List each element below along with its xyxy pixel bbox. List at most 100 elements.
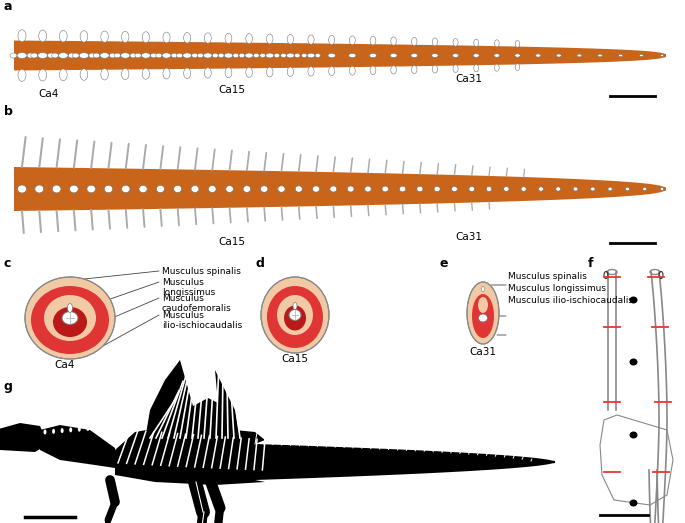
Ellipse shape xyxy=(121,53,130,58)
Ellipse shape xyxy=(399,186,406,192)
Ellipse shape xyxy=(17,52,27,59)
Polygon shape xyxy=(115,425,265,485)
Ellipse shape xyxy=(122,185,130,192)
Ellipse shape xyxy=(174,186,182,192)
Ellipse shape xyxy=(62,312,78,324)
Ellipse shape xyxy=(25,277,115,359)
Ellipse shape xyxy=(184,32,190,43)
Ellipse shape xyxy=(590,187,595,191)
Ellipse shape xyxy=(295,186,302,192)
Text: d: d xyxy=(256,257,265,270)
Ellipse shape xyxy=(35,185,44,193)
Ellipse shape xyxy=(101,69,108,80)
Ellipse shape xyxy=(27,53,34,58)
Ellipse shape xyxy=(151,53,157,58)
Ellipse shape xyxy=(233,53,239,58)
Ellipse shape xyxy=(38,52,47,59)
Ellipse shape xyxy=(18,185,27,193)
Ellipse shape xyxy=(121,69,129,79)
Ellipse shape xyxy=(142,32,149,43)
Ellipse shape xyxy=(38,69,47,81)
Ellipse shape xyxy=(142,69,149,79)
Ellipse shape xyxy=(453,65,458,73)
Text: Musculus spinalis: Musculus spinalis xyxy=(508,272,587,281)
Ellipse shape xyxy=(469,187,475,191)
Ellipse shape xyxy=(243,186,251,192)
Ellipse shape xyxy=(246,33,252,43)
Ellipse shape xyxy=(177,53,183,58)
Text: Ca4: Ca4 xyxy=(38,89,58,99)
Ellipse shape xyxy=(162,53,171,58)
Text: b: b xyxy=(4,105,13,118)
Ellipse shape xyxy=(453,39,458,46)
Ellipse shape xyxy=(416,186,423,192)
Text: Ca31: Ca31 xyxy=(469,347,496,357)
Ellipse shape xyxy=(245,53,253,58)
Ellipse shape xyxy=(472,294,494,338)
Polygon shape xyxy=(14,167,666,211)
Ellipse shape xyxy=(260,53,266,58)
Ellipse shape xyxy=(155,53,162,58)
Ellipse shape xyxy=(660,187,664,190)
Text: e: e xyxy=(440,257,449,270)
Ellipse shape xyxy=(349,36,356,45)
Ellipse shape xyxy=(53,307,87,337)
Polygon shape xyxy=(255,444,555,480)
Ellipse shape xyxy=(141,53,151,58)
Ellipse shape xyxy=(494,54,500,57)
Ellipse shape xyxy=(329,36,335,44)
Ellipse shape xyxy=(114,53,121,58)
Ellipse shape xyxy=(163,32,170,43)
Ellipse shape xyxy=(312,186,320,192)
Ellipse shape xyxy=(515,40,520,47)
Ellipse shape xyxy=(101,31,108,42)
Ellipse shape xyxy=(295,53,300,58)
Ellipse shape xyxy=(18,30,26,42)
Ellipse shape xyxy=(47,53,55,58)
Ellipse shape xyxy=(226,186,234,192)
Text: Musculus spinalis: Musculus spinalis xyxy=(162,267,241,276)
Ellipse shape xyxy=(349,53,356,58)
Ellipse shape xyxy=(479,314,488,322)
Ellipse shape xyxy=(514,54,521,57)
Ellipse shape xyxy=(253,53,259,58)
Ellipse shape xyxy=(58,53,68,59)
Polygon shape xyxy=(40,425,115,468)
Ellipse shape xyxy=(630,431,638,438)
Text: Musculus
caudofemoralis: Musculus caudofemoralis xyxy=(162,294,232,313)
Ellipse shape xyxy=(224,53,233,58)
Ellipse shape xyxy=(68,303,73,313)
Ellipse shape xyxy=(10,53,17,58)
Ellipse shape xyxy=(261,277,329,353)
Ellipse shape xyxy=(486,187,492,191)
Ellipse shape xyxy=(307,53,315,58)
Ellipse shape xyxy=(478,297,488,313)
Ellipse shape xyxy=(80,69,88,81)
Ellipse shape xyxy=(370,37,376,45)
Ellipse shape xyxy=(536,54,541,57)
Ellipse shape xyxy=(104,185,113,193)
Ellipse shape xyxy=(103,425,106,429)
Ellipse shape xyxy=(60,30,67,42)
Text: c: c xyxy=(4,257,12,270)
Ellipse shape xyxy=(79,53,89,59)
Ellipse shape xyxy=(330,186,337,192)
Ellipse shape xyxy=(329,66,335,76)
Ellipse shape xyxy=(44,429,47,435)
Ellipse shape xyxy=(110,53,116,58)
Text: g: g xyxy=(4,380,13,393)
Ellipse shape xyxy=(225,33,232,43)
Ellipse shape xyxy=(61,428,64,433)
Ellipse shape xyxy=(260,186,268,192)
Ellipse shape xyxy=(52,429,55,434)
Ellipse shape xyxy=(452,53,459,58)
Ellipse shape xyxy=(73,53,79,58)
Ellipse shape xyxy=(630,358,638,366)
Ellipse shape xyxy=(573,187,578,191)
Text: f: f xyxy=(588,257,593,270)
Ellipse shape xyxy=(192,53,198,58)
Ellipse shape xyxy=(598,54,602,57)
Ellipse shape xyxy=(608,187,612,191)
Text: Ca4: Ca4 xyxy=(54,360,75,370)
Ellipse shape xyxy=(86,426,89,431)
